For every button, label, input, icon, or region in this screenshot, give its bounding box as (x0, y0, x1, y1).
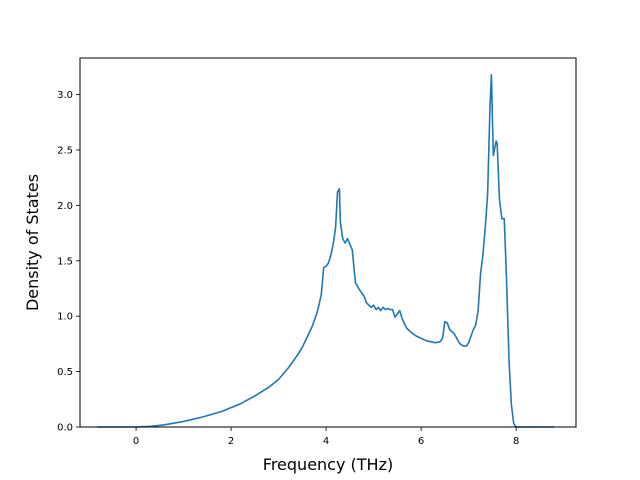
y-tick-label: 1.5 (57, 256, 73, 267)
y-tick-label: 0.0 (57, 423, 73, 434)
x-tick-label: 4 (323, 436, 329, 447)
x-axis-label: Frequency (THz) (263, 455, 393, 474)
x-tick-label: 0 (133, 436, 139, 447)
plot-area (97, 73, 555, 428)
dos-series-line (97, 73, 555, 428)
x-tick-label: 8 (513, 436, 519, 447)
y-tick-label: 2.5 (57, 145, 73, 156)
x-tick-label: 2 (228, 436, 234, 447)
axes-frame (79, 57, 577, 428)
y-tick-label: 0.5 (57, 367, 73, 378)
y-tick-label: 1.0 (57, 312, 73, 323)
x-axis-ticks: 0 2 4 6 8 (133, 427, 519, 447)
y-axis-ticks: 0.0 0.5 1.0 1.5 2.0 2.5 3.0 (57, 90, 80, 434)
y-axis-label: Density of States (23, 174, 42, 311)
x-tick-label: 6 (418, 436, 424, 447)
y-tick-label: 2.0 (57, 201, 73, 212)
y-tick-label: 3.0 (57, 90, 73, 101)
